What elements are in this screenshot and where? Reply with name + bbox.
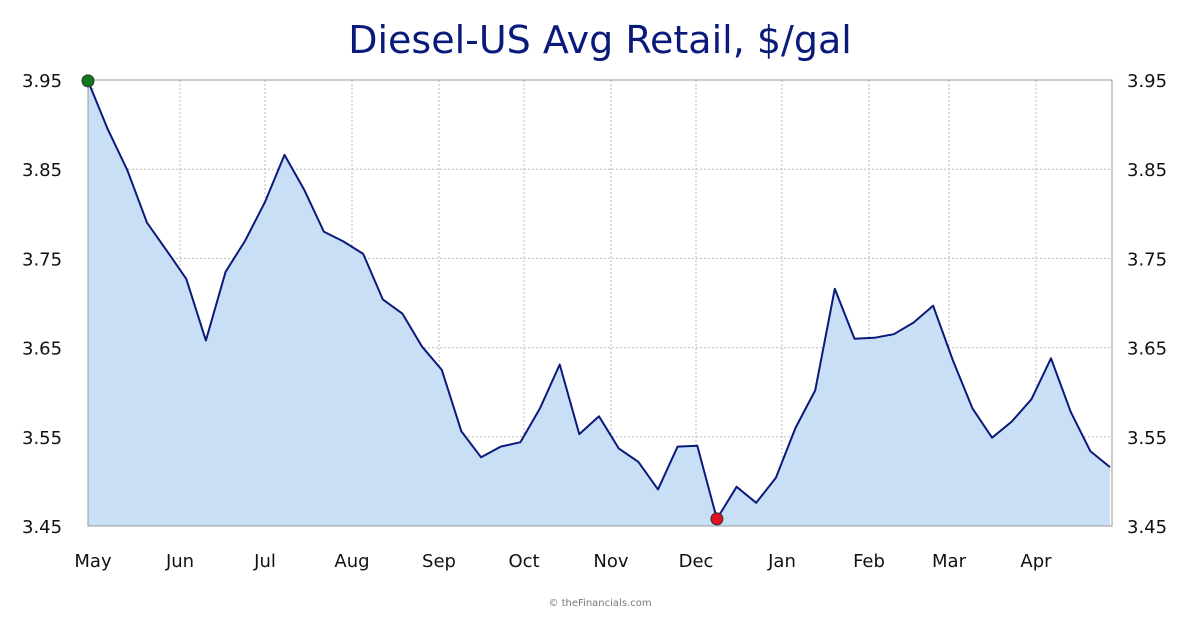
max-marker — [81, 74, 95, 88]
y-axis-right: 3.45 3.55 3.65 3.75 3.85 3.95 — [1127, 71, 1167, 538]
y-tick-label-left: 3.95 — [22, 71, 62, 92]
y-tick-label-right: 3.85 — [1127, 160, 1167, 181]
copyright-credit: © theFinancials.com — [548, 598, 652, 609]
y-axis-left: 3.45 3.55 3.65 3.75 3.85 3.95 — [22, 71, 62, 538]
y-tick-label-left: 3.85 — [22, 160, 62, 181]
x-tick-label: Feb — [853, 551, 885, 572]
x-axis: May Jun Jul Aug Sep Oct Nov Dec Jan Feb Mar Apr — [74, 551, 1052, 572]
plot-frame — [87, 79, 1113, 527]
price-area — [88, 80, 1110, 527]
y-tick-label-left: 3.65 — [22, 339, 62, 360]
y-tick-label-right: 3.55 — [1127, 428, 1167, 449]
y-tick-label-left: 3.55 — [22, 428, 62, 449]
chart-title: Diesel-US Avg Retail, $/gal — [348, 18, 852, 62]
x-tick-label: May — [74, 551, 112, 572]
x-tick-label: Nov — [593, 551, 628, 572]
y-tick-label-right: 3.95 — [1127, 71, 1167, 92]
min-marker — [710, 512, 724, 526]
markers — [81, 74, 724, 526]
price-line — [87, 80, 1111, 520]
x-tick-label: Dec — [679, 551, 714, 572]
x-tick-label: Aug — [334, 551, 369, 572]
y-tick-label-left: 3.75 — [22, 249, 62, 270]
y-tick-label-right: 3.45 — [1127, 517, 1167, 538]
x-tick-label: Apr — [1020, 551, 1052, 572]
x-tick-label: Sep — [422, 551, 456, 572]
x-tick-label: Jun — [165, 551, 194, 572]
x-tick-label: Oct — [508, 551, 539, 572]
y-tick-label-right: 3.75 — [1127, 249, 1167, 270]
x-tick-label: Mar — [932, 551, 967, 572]
x-tick-label: Jul — [253, 551, 276, 572]
x-tick-label: Jan — [767, 551, 796, 572]
y-tick-label-right: 3.65 — [1127, 339, 1167, 360]
y-tick-label-left: 3.45 — [22, 517, 62, 538]
